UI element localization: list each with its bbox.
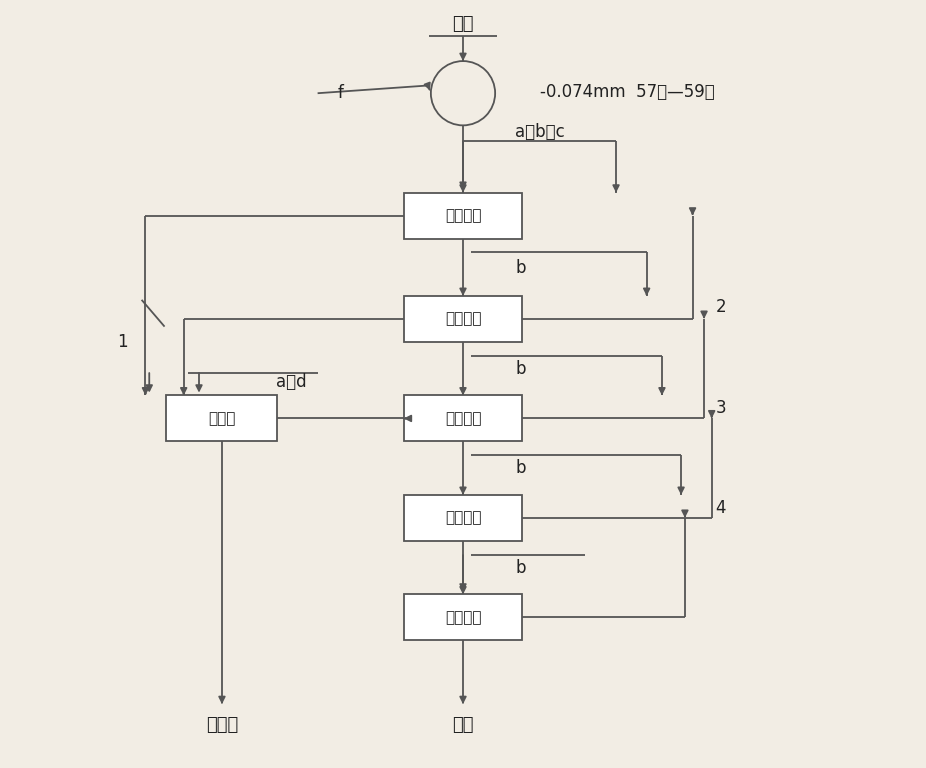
FancyBboxPatch shape xyxy=(404,193,522,239)
Text: 鄂扫选一: 鄂扫选一 xyxy=(444,411,482,426)
Text: b: b xyxy=(515,259,526,276)
Text: 鄂扫选二: 鄂扫选二 xyxy=(444,511,482,525)
Text: b: b xyxy=(515,459,526,477)
Text: 尾矿: 尾矿 xyxy=(452,716,474,733)
Text: 鄂粗选一: 鄂粗选一 xyxy=(444,208,482,223)
Text: f: f xyxy=(338,84,344,102)
FancyBboxPatch shape xyxy=(404,594,522,641)
Text: a、b、c: a、b、c xyxy=(515,123,565,141)
FancyBboxPatch shape xyxy=(404,396,522,442)
Text: -0.074mm  57％—59％: -0.074mm 57％—59％ xyxy=(540,83,714,101)
Text: b: b xyxy=(515,360,526,379)
Text: 鄂扫选三: 鄂扫选三 xyxy=(444,610,482,625)
Text: 3: 3 xyxy=(716,399,726,418)
Text: 鄂粗选二: 鄂粗选二 xyxy=(444,312,482,326)
Text: a、d: a、d xyxy=(276,373,307,392)
FancyBboxPatch shape xyxy=(167,396,278,442)
Text: 2: 2 xyxy=(716,299,726,316)
FancyBboxPatch shape xyxy=(404,296,522,342)
Text: b: b xyxy=(515,558,526,577)
Text: 4: 4 xyxy=(716,499,726,517)
Text: 鄂精选: 鄂精选 xyxy=(208,411,235,426)
Text: 原矿: 原矿 xyxy=(452,15,474,33)
FancyBboxPatch shape xyxy=(404,495,522,541)
Text: 1: 1 xyxy=(118,333,128,351)
Text: 鄂精矿: 鄂精矿 xyxy=(206,716,238,733)
